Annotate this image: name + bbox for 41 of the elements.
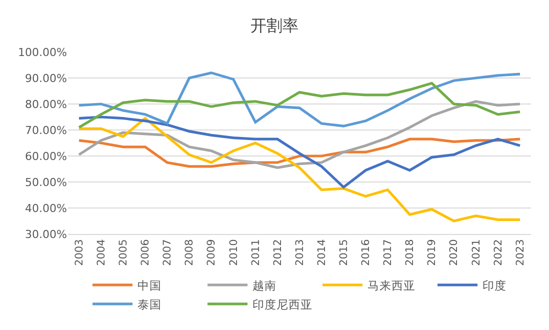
- x-tick-label: 2015: [338, 239, 350, 266]
- x-tick-label: 2003: [73, 239, 86, 266]
- x-tick-label: 2019: [426, 239, 438, 266]
- x-tick-label: 2018: [404, 239, 416, 266]
- x-tick-label: 2014: [316, 238, 328, 266]
- x-tick-label: 2004: [95, 238, 108, 266]
- chart-title: 开割率: [250, 16, 298, 35]
- x-tick-label: 2007: [162, 239, 174, 266]
- x-tick-label: 2021: [470, 239, 482, 266]
- x-tick-label: 2010: [228, 239, 240, 266]
- legend-label: 越南: [252, 278, 276, 292]
- line-series: [78, 72, 522, 128]
- x-tick-label: 2016: [360, 238, 372, 266]
- x-tick-label: 2011: [250, 239, 262, 266]
- x-tick-label: 2006: [140, 238, 152, 266]
- x-tick-label: 2017: [382, 239, 394, 266]
- legend-label: 印度: [482, 278, 506, 292]
- y-tick-label: 80.00%: [25, 98, 67, 111]
- legend-label: 印度尼西亚: [252, 297, 312, 312]
- x-tick-label: 2009: [206, 239, 218, 266]
- x-tick-label: 2022: [492, 239, 504, 266]
- legend-label: 中国: [138, 278, 162, 292]
- y-tick-label: 90.00%: [25, 72, 67, 85]
- x-tick-label: 2013: [294, 239, 306, 266]
- y-tick-label: 60.00%: [25, 150, 67, 163]
- y-tick-label: 30.00%: [25, 228, 67, 241]
- x-tick-label: 2023: [514, 239, 526, 266]
- legend-label: 泰国: [138, 297, 162, 312]
- x-tick-label: 2008: [184, 239, 196, 266]
- x-tick-label: 2020: [448, 239, 460, 266]
- line-series: [78, 116, 522, 188]
- x-tick-label: 2005: [118, 239, 130, 266]
- y-tick-label: 70.00%: [25, 124, 67, 137]
- y-tick-label: 50.00%: [25, 176, 67, 189]
- legend-label: 马来西亚: [368, 278, 416, 292]
- y-tick-label: 100.00%: [18, 46, 67, 59]
- line-series: [78, 82, 522, 129]
- line-series: [78, 117, 522, 222]
- y-tick-label: 40.00%: [25, 202, 67, 215]
- x-tick-label: 2012: [272, 239, 284, 266]
- line-series: [78, 100, 522, 169]
